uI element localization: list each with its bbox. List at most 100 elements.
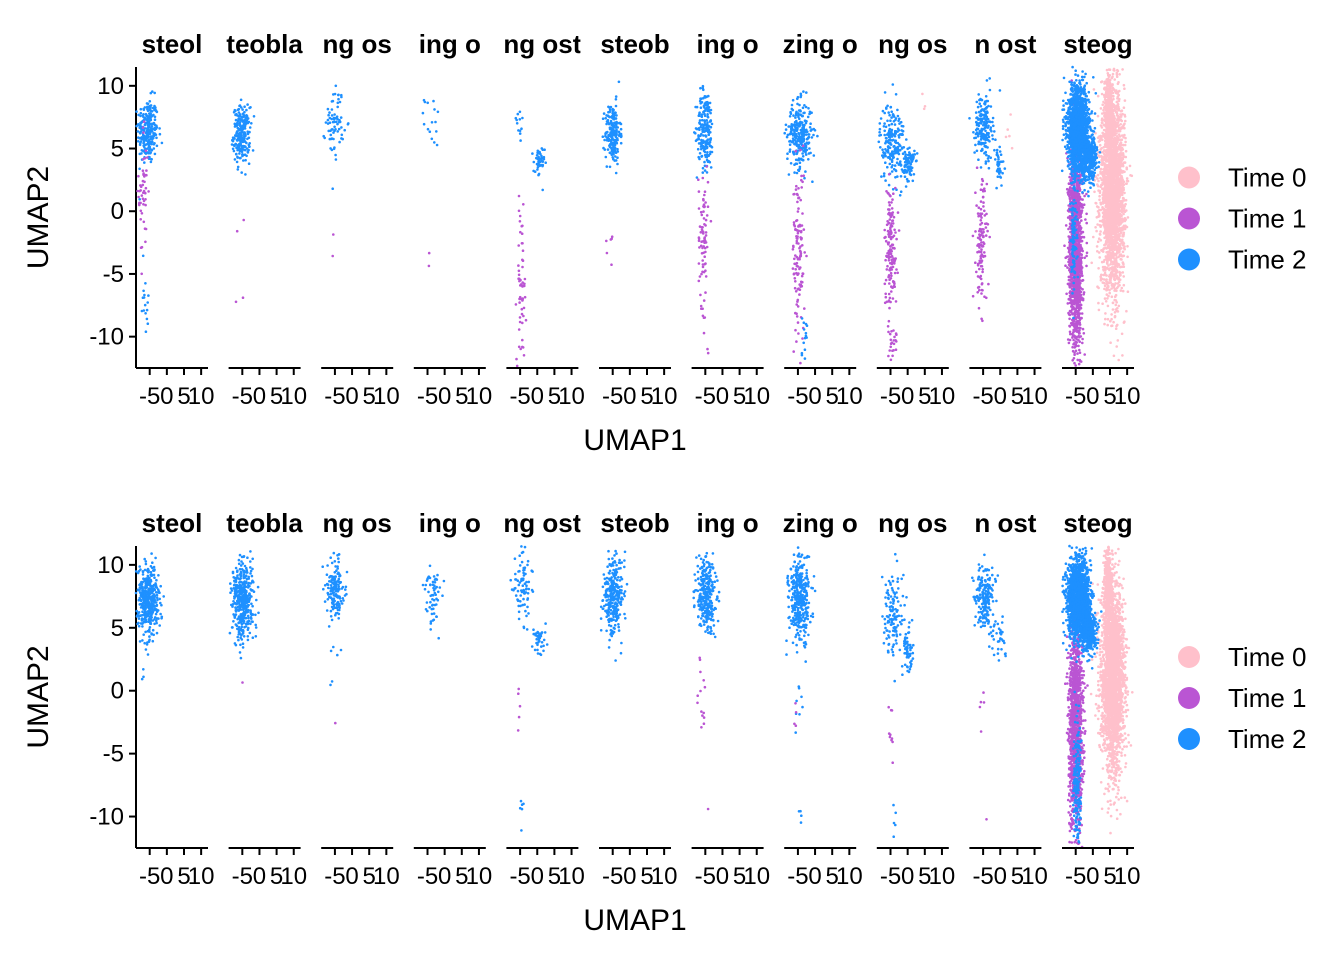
data-point [885, 107, 888, 110]
facet-points [322, 84, 350, 258]
data-point [517, 209, 521, 213]
data-point [140, 194, 144, 197]
data-point [601, 117, 605, 120]
data-point [794, 290, 798, 293]
data-point [986, 126, 990, 129]
data-point [804, 146, 808, 149]
data-point [142, 108, 146, 112]
data-point [996, 153, 999, 156]
data-point [893, 228, 896, 232]
data-point [999, 160, 1002, 164]
data-point [234, 123, 238, 126]
data-point [1117, 304, 1121, 308]
data-point [977, 117, 981, 121]
data-point [702, 104, 706, 108]
data-point [141, 183, 145, 187]
data-point [991, 137, 995, 141]
data-point [892, 192, 895, 195]
data-point [247, 162, 251, 165]
data-point [973, 136, 976, 140]
data-point [518, 214, 522, 218]
data-point [1102, 247, 1106, 250]
data-point [888, 203, 891, 207]
data-point [894, 132, 897, 135]
data-point [148, 126, 151, 129]
data-point [1111, 308, 1115, 311]
data-point [805, 128, 808, 132]
data-point [988, 77, 991, 80]
data-point [515, 364, 519, 368]
data-point [889, 212, 892, 216]
data-point [1095, 229, 1098, 233]
data-point [810, 128, 813, 131]
data-point [1119, 118, 1122, 121]
data-point [792, 221, 796, 224]
facet-points [421, 98, 440, 268]
data-point [237, 111, 241, 114]
data-point [330, 128, 334, 131]
data-point [695, 176, 699, 179]
x-tick-label: 5 [177, 383, 190, 410]
data-point [987, 104, 990, 108]
data-point [536, 168, 539, 171]
facet-strip-label: steol [142, 29, 203, 59]
data-point [1121, 250, 1125, 254]
data-point [980, 183, 984, 186]
data-point [140, 272, 143, 276]
data-point [244, 145, 247, 148]
data-point [804, 133, 808, 136]
data-point [140, 309, 144, 313]
data-point [524, 318, 528, 322]
data-point [805, 336, 808, 339]
data-point [605, 114, 608, 117]
data-point [704, 291, 707, 294]
data-point [984, 151, 987, 154]
data-point [1105, 288, 1108, 292]
facet-panel: zing o-5 0 510 [783, 29, 863, 410]
data-point [697, 190, 701, 193]
x-tick-label: -5 [972, 383, 993, 410]
data-point [889, 271, 893, 275]
data-point [795, 303, 798, 306]
data-point [986, 99, 990, 103]
data-point [136, 130, 140, 133]
data-point [612, 125, 615, 129]
data-point [803, 251, 806, 254]
data-point [1108, 291, 1111, 295]
data-point [980, 288, 984, 292]
data-point [801, 129, 804, 132]
facet-strip-label: ng ost [503, 29, 581, 59]
data-point [980, 122, 983, 125]
x-tick-label: -5 [232, 383, 253, 410]
data-point [703, 102, 707, 106]
data-point [796, 321, 800, 324]
data-point [704, 201, 707, 204]
data-point [794, 328, 797, 332]
data-point [155, 110, 159, 114]
data-point [239, 128, 242, 131]
data-point [240, 106, 243, 109]
data-point [1097, 308, 1101, 312]
data-point [888, 282, 891, 285]
data-point [985, 79, 989, 82]
data-point [978, 267, 981, 271]
data-point [703, 190, 707, 193]
data-point [793, 120, 797, 124]
data-point [1106, 323, 1109, 327]
data-point [328, 111, 331, 114]
data-point [892, 349, 895, 352]
data-point [245, 108, 248, 112]
y-tick-label: -5 [103, 261, 124, 288]
data-point [697, 178, 700, 181]
data-point [797, 143, 801, 147]
data-point [433, 108, 436, 111]
data-point [1119, 123, 1122, 126]
data-point [1126, 216, 1130, 219]
data-point [793, 277, 797, 280]
data-point [904, 153, 908, 156]
data-point [800, 274, 804, 278]
data-point [998, 150, 1002, 153]
data-point [799, 252, 803, 255]
data-point [892, 257, 895, 260]
x-tick-label: -5 [602, 383, 623, 410]
